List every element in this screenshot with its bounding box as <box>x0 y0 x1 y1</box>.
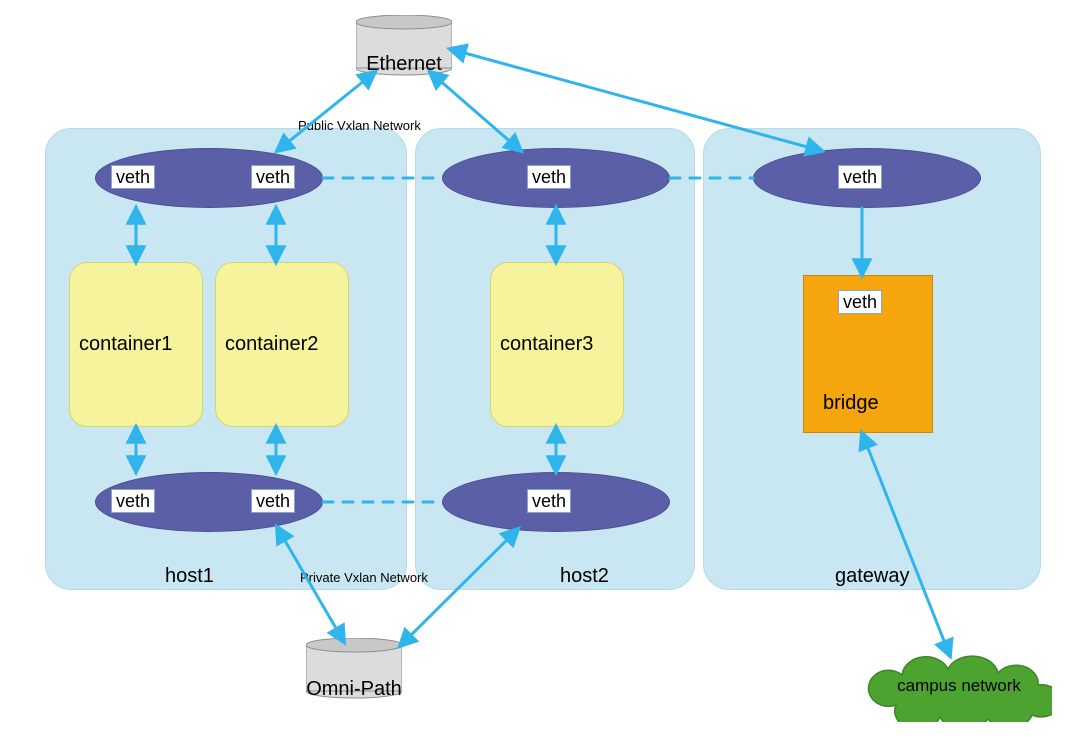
container3-label: container3 <box>500 333 593 356</box>
diagram-stage: veth veth veth veth veth veth veth veth … <box>0 0 1080 737</box>
campus-network-cloud: campus network <box>866 650 1052 722</box>
host1-label: host1 <box>165 565 214 588</box>
gateway-label: gateway <box>835 565 910 588</box>
veth-tag: veth <box>251 165 295 189</box>
veth-tag: veth <box>527 165 571 189</box>
omnipath-cylinder: Omni-Path <box>306 638 402 698</box>
public-vxlan-label: Public Vxlan Network <box>298 118 421 133</box>
host2-label: host2 <box>560 565 609 588</box>
ethernet-cylinder: Ethernet <box>356 15 452 75</box>
container2-label: container2 <box>225 333 318 356</box>
veth-tag: veth <box>251 489 295 513</box>
veth-tag: veth <box>838 165 882 189</box>
veth-tag: veth <box>527 489 571 513</box>
veth-tag: veth <box>111 489 155 513</box>
bridge-label: bridge <box>823 392 879 415</box>
veth-tag: veth <box>838 290 882 314</box>
veth-tag: veth <box>111 165 155 189</box>
container1-label: container1 <box>79 333 172 356</box>
private-vxlan-label: Private Vxlan Network <box>300 570 428 585</box>
